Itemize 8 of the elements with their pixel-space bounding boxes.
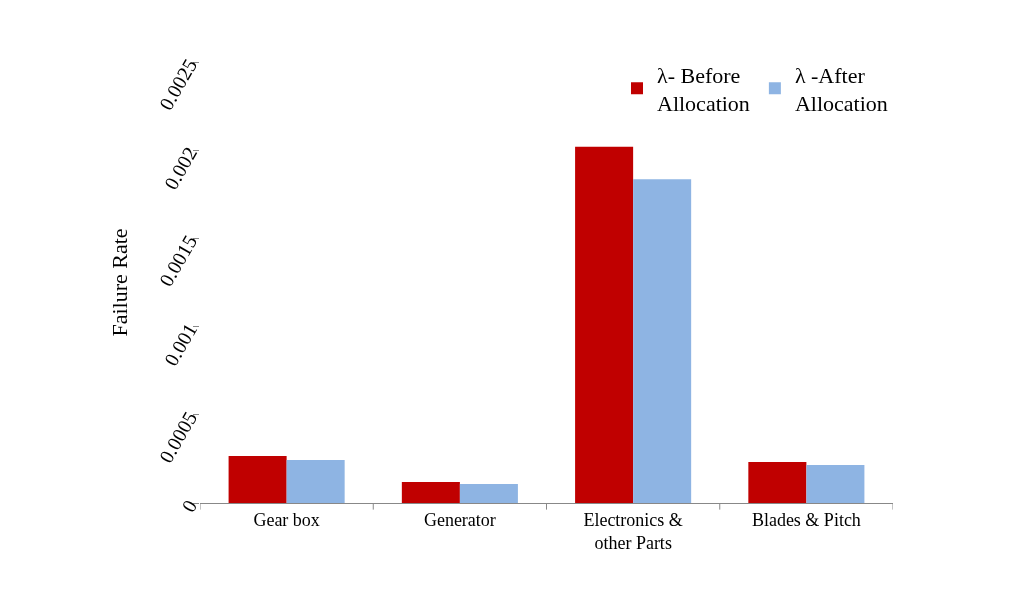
y-axis-title: Failure Rate bbox=[107, 228, 133, 337]
x-tick-label: Blades & Pitch bbox=[751, 509, 861, 530]
y-tick-label: 0 bbox=[177, 496, 202, 516]
legend-label: λ- Before Allocation bbox=[657, 62, 750, 117]
x-tick-label: Generator bbox=[423, 509, 496, 530]
x-tick-label: Gear box bbox=[253, 509, 320, 530]
legend-label: λ -After Allocation bbox=[794, 62, 888, 117]
x-tick-label: Electronics & other Parts bbox=[583, 509, 683, 553]
